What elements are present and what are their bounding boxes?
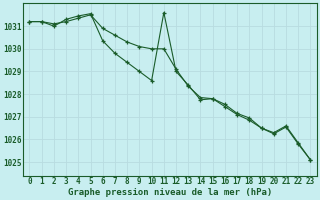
X-axis label: Graphe pression niveau de la mer (hPa): Graphe pression niveau de la mer (hPa)	[68, 188, 272, 197]
